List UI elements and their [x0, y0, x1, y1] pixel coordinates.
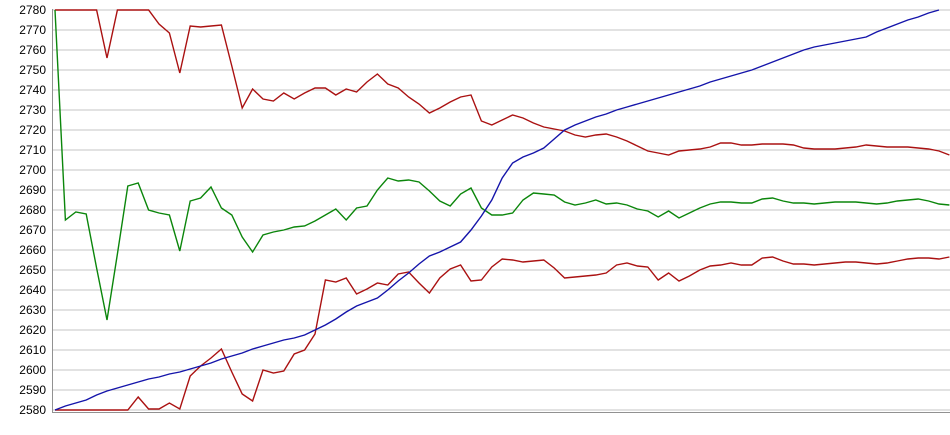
- series-upper-red-line: [55, 9, 950, 156]
- y-tick-label-2620: 2620: [19, 323, 46, 337]
- y-tick-label-2580: 2580: [19, 403, 46, 417]
- y-tick-label-2650: 2650: [19, 263, 46, 277]
- y-tick-label-2700: 2700: [19, 163, 46, 177]
- y-tick-label-2590: 2590: [19, 383, 46, 397]
- y-tick-label-2730: 2730: [19, 103, 46, 117]
- y-tick-label-2710: 2710: [19, 143, 46, 157]
- y-tick-label-2770: 2770: [19, 23, 46, 37]
- series-lower-red-line: [55, 256, 950, 411]
- y-tick-label-2630: 2630: [19, 303, 46, 317]
- y-tick-label-2610: 2610: [19, 343, 46, 357]
- y-tick-label-2600: 2600: [19, 363, 46, 377]
- gridlines: [52, 9, 950, 411]
- y-tick-label-2760: 2760: [19, 43, 46, 57]
- series-blue-line: [54, 9, 940, 411]
- y-tick-label-2660: 2660: [19, 243, 46, 257]
- series-lines: [54, 9, 950, 411]
- y-tick-label-2740: 2740: [19, 83, 46, 97]
- axes: [52, 9, 950, 413]
- y-tick-label-2750: 2750: [19, 63, 46, 77]
- y-tick-label-2640: 2640: [19, 283, 46, 297]
- y-tick-label-2670: 2670: [19, 223, 46, 237]
- y-axis-tick-labels: 2580 2590 2600 2610 2620 2630 2640 2650 2660 2670…: [19, 3, 46, 417]
- y-tick-label-2720: 2720: [19, 123, 46, 137]
- series-green-line: [54, 9, 950, 321]
- y-tick-label-2690: 2690: [19, 183, 46, 197]
- y-tick-label-2680: 2680: [19, 203, 46, 217]
- y-tick-label-2780: 2780: [19, 3, 46, 17]
